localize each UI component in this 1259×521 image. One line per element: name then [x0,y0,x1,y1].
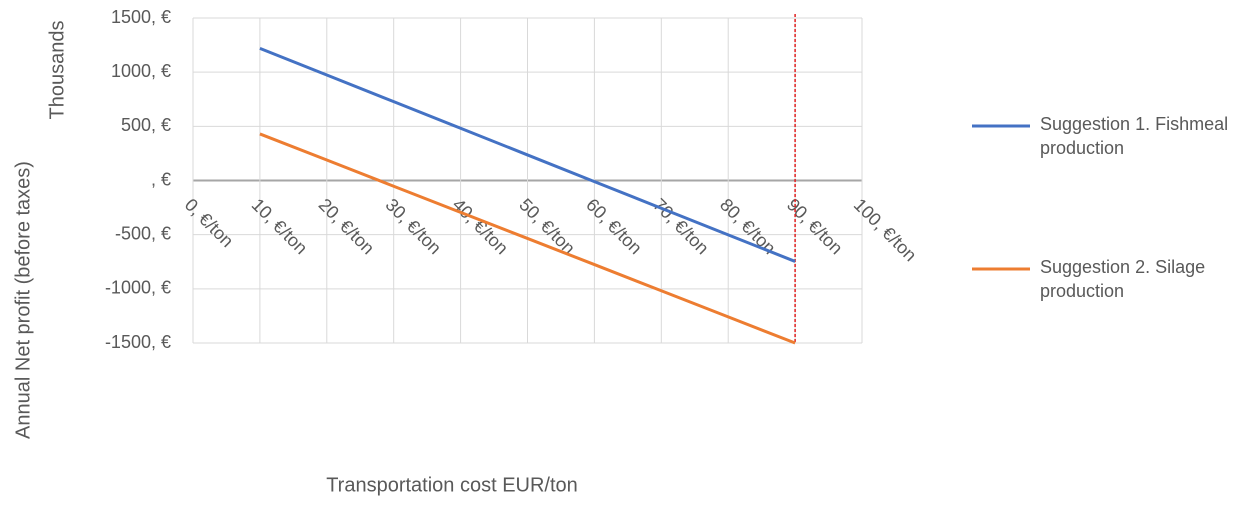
x-tick-label: 60, €/ton [582,195,646,259]
y-tick-label: -1500, € [105,332,171,352]
x-tick-label: 50, €/ton [515,195,579,259]
x-axis-title: Transportation cost EUR/ton [326,474,578,496]
legend-label: Suggestion 1. Fishmeal production [1040,114,1229,158]
x-tick-label: 80, €/ton [716,195,780,259]
x-tick-label: 20, €/ton [315,195,379,259]
x-tick-label: 10, €/ton [248,195,312,259]
y-tick-label: , € [151,169,171,189]
y-tick-label: -1000, € [105,278,171,298]
y-axis-title: Annual Net profit (before taxes) [12,161,34,439]
x-tick-label: 100, €/ton [850,195,921,266]
y-tick-label: -500, € [115,223,171,243]
series-line [259,132,796,345]
y-tick-label: 500, € [121,115,171,135]
legend-label: Suggestion 2. Silage production [1040,257,1206,301]
series-line [259,46,796,263]
y-tick-label: 1500, € [111,7,171,27]
x-tick-label: 0, €/ton [181,195,238,252]
x-tick-label: 40, €/ton [448,195,512,259]
x-tick-label: 90, €/ton [783,195,847,259]
y-tick-label: 1000, € [111,61,171,81]
y-units-label: Thousands [46,21,68,120]
